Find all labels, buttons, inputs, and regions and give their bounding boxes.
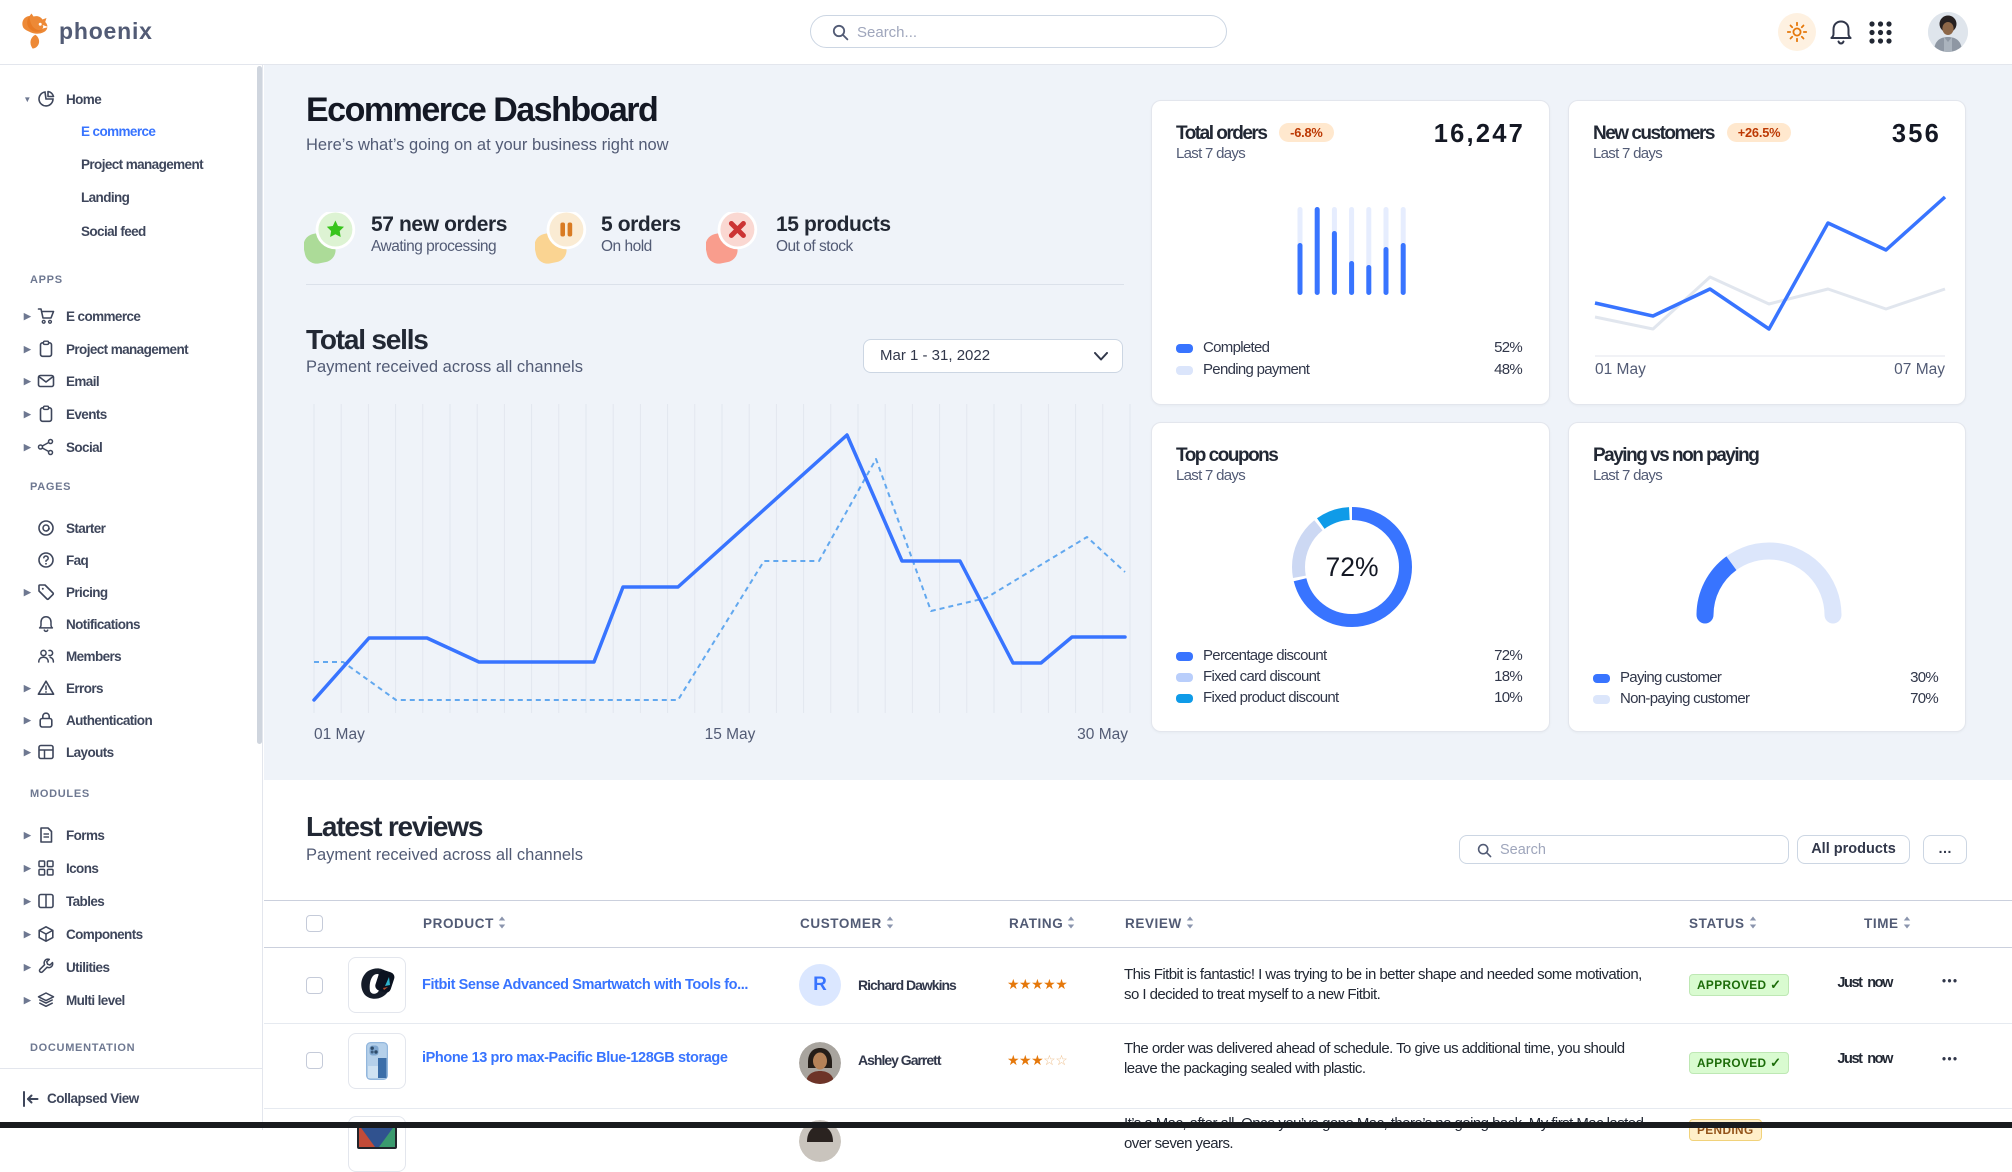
svg-text:01 May: 01 May [1595, 361, 1646, 378]
svg-text:30 May: 30 May [1077, 726, 1128, 743]
svg-text:15 May: 15 May [705, 726, 756, 743]
svg-text:72%: 72% [1325, 552, 1378, 582]
svg-text:01 May: 01 May [314, 726, 365, 743]
svg-text:07 May: 07 May [1894, 361, 1945, 378]
